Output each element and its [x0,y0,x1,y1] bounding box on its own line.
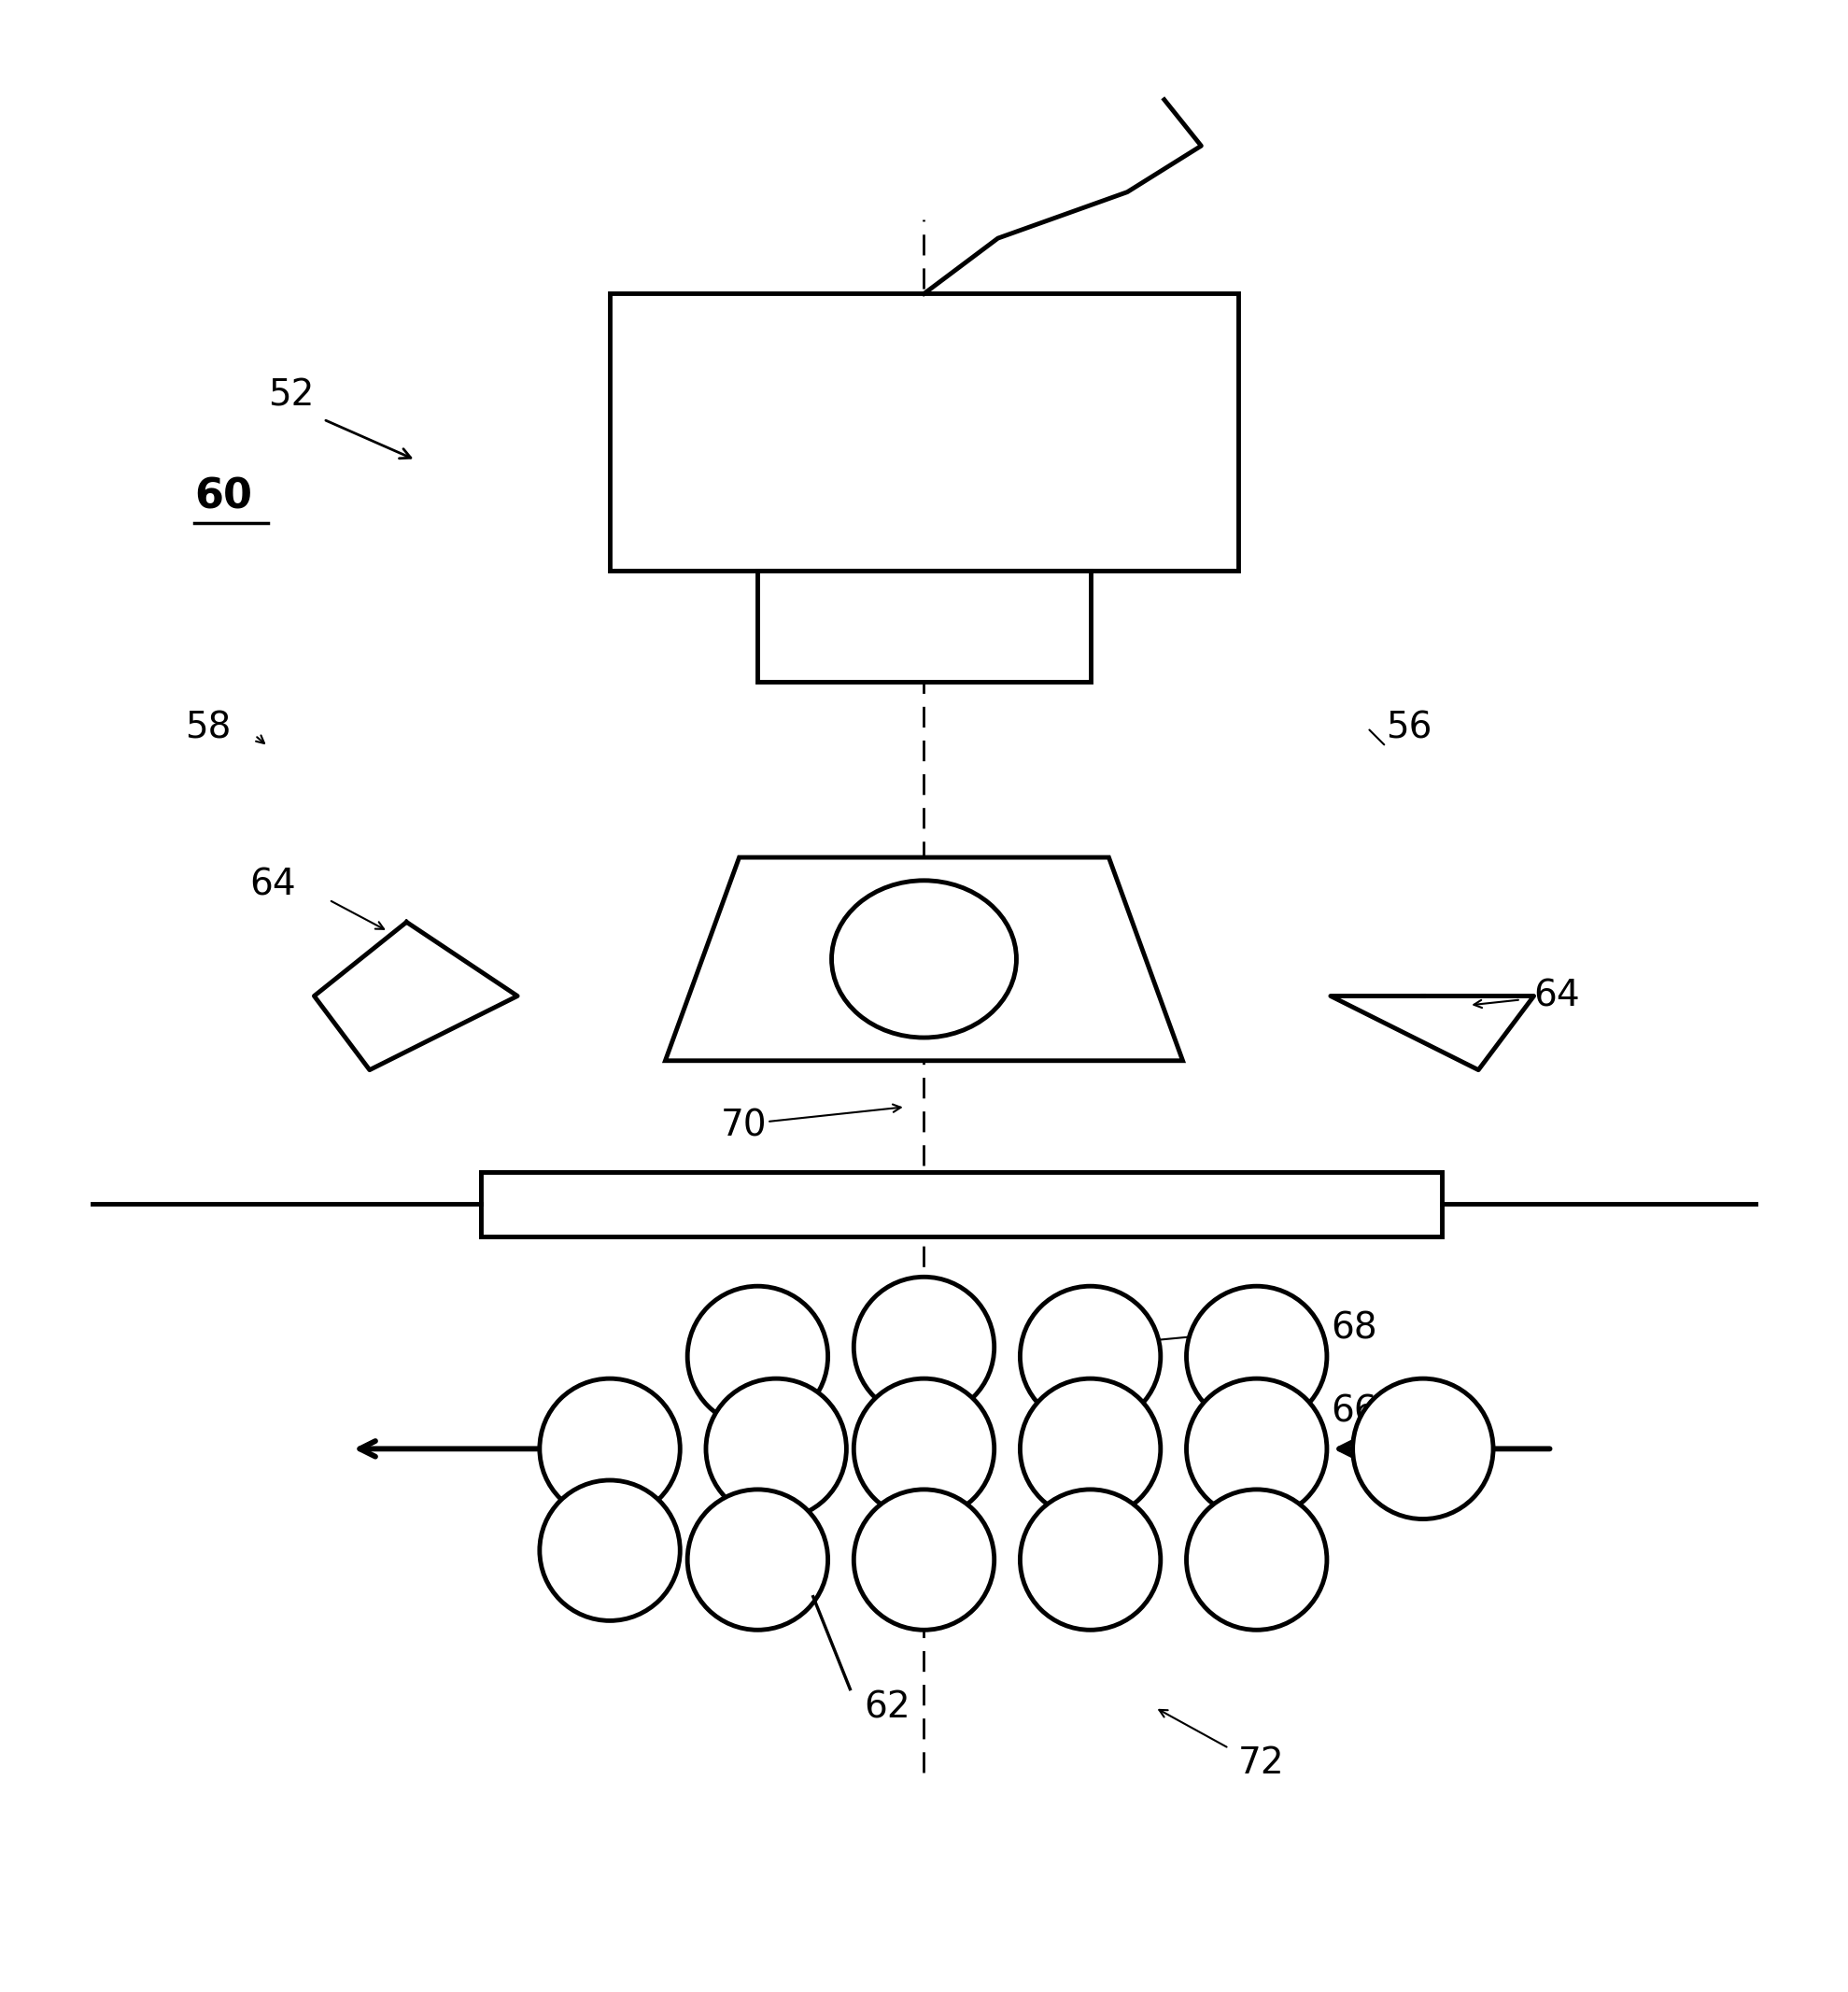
Circle shape [1186,1287,1327,1426]
Circle shape [540,1378,680,1520]
Text: 58: 58 [185,711,231,745]
Text: 60: 60 [194,476,251,518]
Text: 52: 52 [268,378,314,412]
Text: 64: 64 [1534,978,1580,1014]
Circle shape [854,1378,994,1520]
Circle shape [854,1277,994,1418]
Circle shape [1353,1378,1493,1520]
Ellipse shape [832,880,1016,1038]
Circle shape [854,1490,994,1629]
Polygon shape [665,857,1183,1060]
Text: 64: 64 [249,867,296,902]
Circle shape [706,1378,846,1520]
Text: 70: 70 [721,1108,767,1143]
Text: 66: 66 [1331,1394,1377,1430]
Text: 62: 62 [863,1689,911,1725]
Bar [758,572,1090,681]
Circle shape [1020,1378,1161,1520]
Text: 56: 56 [1386,711,1432,745]
Circle shape [1020,1490,1161,1629]
Circle shape [540,1480,680,1621]
Bar [480,1171,1441,1237]
Circle shape [687,1490,828,1629]
Bar [480,1171,1441,1237]
Circle shape [1186,1490,1327,1629]
Circle shape [687,1287,828,1426]
Bar [480,1171,1441,1237]
Bar [610,293,1238,572]
Text: 68: 68 [1331,1311,1377,1347]
Text: 72: 72 [1238,1745,1284,1781]
Circle shape [1186,1378,1327,1520]
Circle shape [1020,1287,1161,1426]
